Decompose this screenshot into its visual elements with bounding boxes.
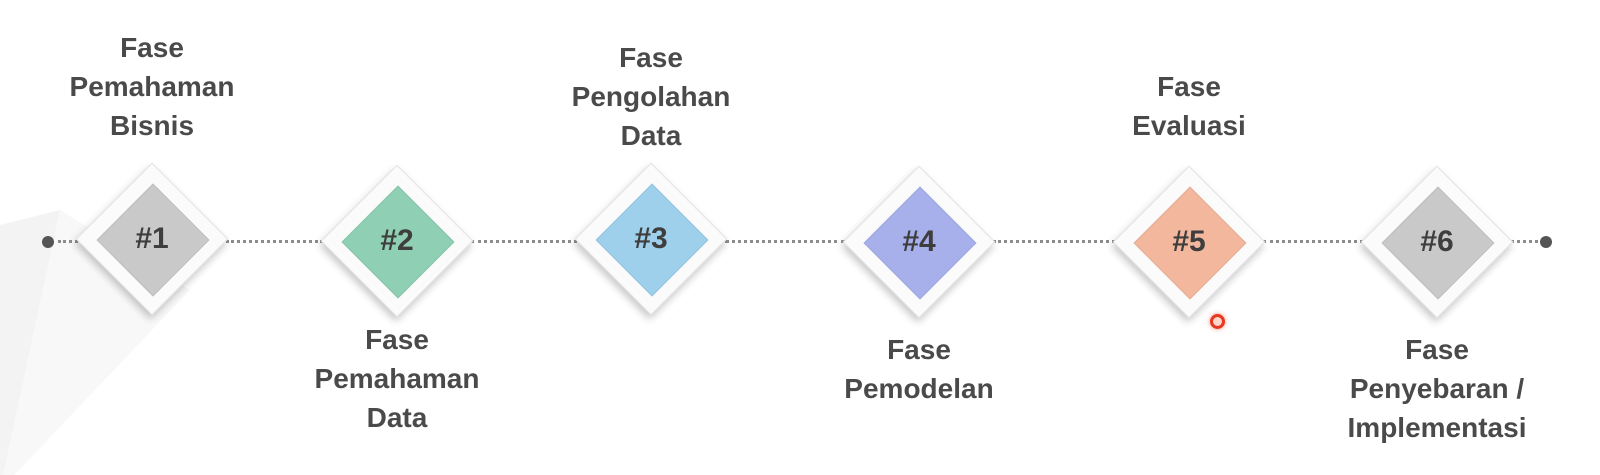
phase-node-5: #5: [1112, 165, 1266, 319]
phase-label-line: Fase: [1157, 71, 1221, 102]
phase-number: #6: [1420, 225, 1454, 258]
timeline-connector: [1263, 240, 1363, 243]
phase-label-line: Evaluasi: [1132, 110, 1246, 141]
cursor-marker: [1210, 314, 1225, 329]
phase-number: #4: [902, 225, 936, 258]
phase-label-line: Implementasi: [1347, 412, 1527, 443]
phase-label-line: Fase: [619, 42, 683, 73]
phase-label-line: Fase: [887, 334, 951, 365]
timeline-connector: [1511, 240, 1538, 243]
phase-label-line: Data: [620, 120, 682, 151]
timeline-connector: [58, 240, 78, 243]
timeline-connector: [471, 240, 577, 243]
timeline-connector: [993, 240, 1115, 243]
phase-label-3: Fase Pengolahan Data: [531, 38, 771, 155]
phase-number: #3: [634, 222, 668, 255]
phase-node-2: #2: [320, 164, 474, 318]
phase-number: #1: [135, 222, 169, 255]
phase-label-line: Bisnis: [109, 110, 195, 141]
phase-label-2: Fase Pemahaman Data: [277, 320, 517, 437]
phase-label-line: Pemahaman: [314, 363, 480, 394]
phase-node-3: #3: [574, 162, 728, 316]
phase-label-line: Pengolahan: [571, 81, 731, 112]
phase-label-line: Pemahaman: [69, 71, 235, 102]
phase-label-4: Fase Pemodelan: [799, 330, 1039, 408]
timeline-connector: [226, 240, 323, 243]
phase-node-4: #4: [842, 165, 996, 319]
phase-label-line: Data: [366, 402, 428, 433]
timeline-end-dot: [1540, 236, 1552, 248]
phase-node-1: #1: [75, 162, 229, 316]
timeline-start-dot: [42, 236, 54, 248]
phase-label-line: Fase: [120, 32, 184, 63]
phase-node-6: #6: [1360, 165, 1514, 319]
phase-label-line: Pemodelan: [844, 373, 994, 404]
phase-number: #5: [1172, 225, 1206, 258]
phase-label-6: Fase Penyebaran / Implementasi: [1317, 330, 1557, 447]
phase-label-1: Fase Pemahaman Bisnis: [32, 28, 272, 145]
phase-label-line: Penyebaran /: [1349, 373, 1525, 404]
phase-number: #2: [380, 224, 414, 257]
phase-label-line: Fase: [365, 324, 429, 355]
phase-label-line: Fase: [1405, 334, 1469, 365]
timeline-connector: [725, 240, 845, 243]
phase-label-5: Fase Evaluasi: [1069, 67, 1309, 145]
